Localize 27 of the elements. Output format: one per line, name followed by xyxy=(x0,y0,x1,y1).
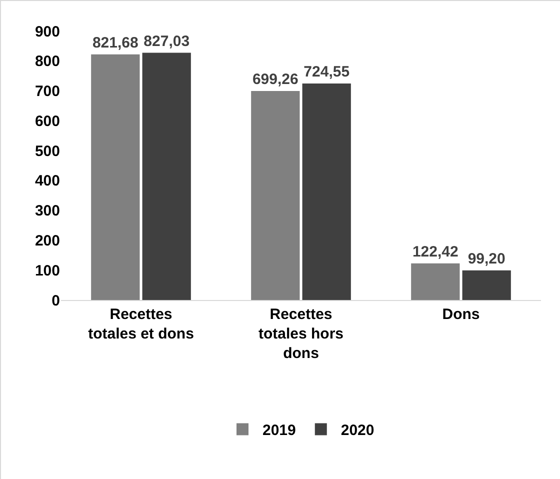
y-tick-label: 800 xyxy=(34,53,60,70)
bar xyxy=(462,270,511,300)
x-tick-label: Recettes totales et dons xyxy=(88,306,194,342)
bar xyxy=(251,91,300,300)
bar xyxy=(142,52,191,300)
data-label: 99,20 xyxy=(468,250,506,268)
y-tick-label: 0 xyxy=(52,292,60,310)
y-tick-label: 600 xyxy=(34,112,60,130)
y-tick-label: 100 xyxy=(34,262,60,280)
y-tick-label: 200 xyxy=(34,232,60,250)
legend-label: 2019 xyxy=(262,422,296,440)
data-label: 724,55 xyxy=(304,63,350,80)
data-label: 699,26 xyxy=(252,71,298,88)
data-label: 821,68 xyxy=(92,34,138,52)
y-tick-label: 300 xyxy=(34,202,60,220)
y-tick-label: 400 xyxy=(34,172,60,190)
data-label: 122,42 xyxy=(412,243,458,260)
bar xyxy=(302,83,351,300)
data-label: 827,03 xyxy=(144,32,190,50)
x-tick-label: Dons xyxy=(442,306,480,323)
y-tick-label: 900 xyxy=(34,23,60,40)
bar xyxy=(411,263,460,300)
bar xyxy=(91,54,140,300)
legend-label: 2020 xyxy=(340,422,374,440)
x-tick-label: Recettes totales hors dons xyxy=(258,306,344,362)
y-tick-label: 500 xyxy=(34,142,60,160)
y-tick-label: 700 xyxy=(34,83,60,100)
